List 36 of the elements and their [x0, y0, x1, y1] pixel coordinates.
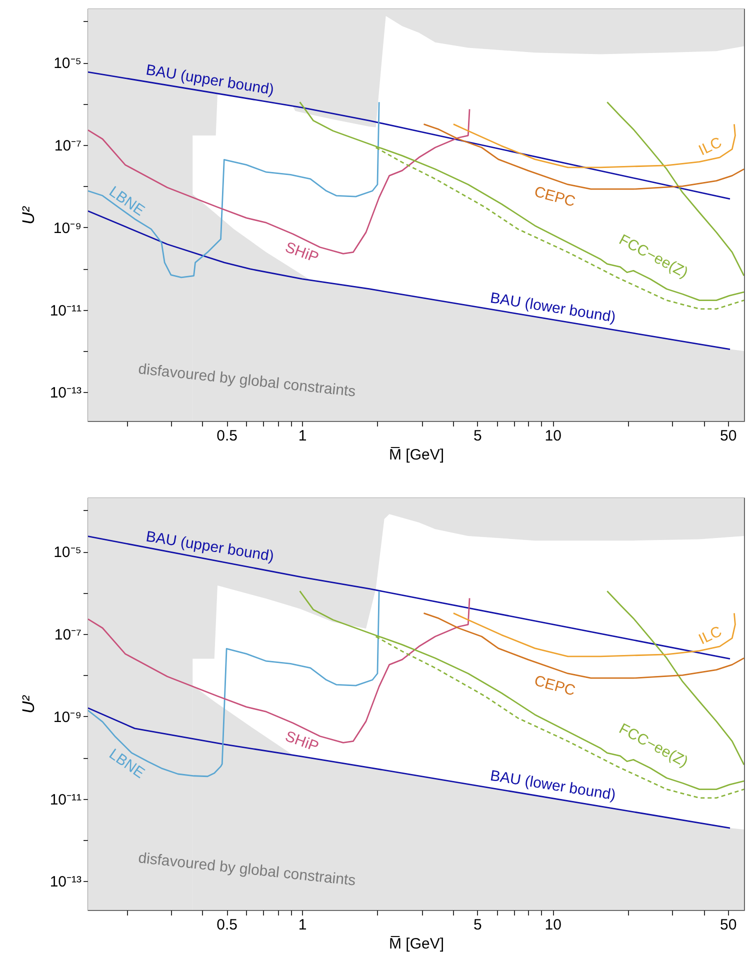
x-axis-title: M̅ [GeV]	[388, 446, 444, 464]
y-tick-label: 10⁻¹³	[50, 874, 82, 891]
y-axis-title: U²	[18, 205, 38, 224]
y-tick-label: 10⁻¹¹	[50, 302, 82, 320]
y-tick-label: 10⁻⁵	[54, 55, 82, 72]
x-tick-label: 5	[474, 916, 482, 934]
y-tick-label: 10⁻⁷	[54, 626, 82, 644]
x-tick-label: 0.5	[216, 916, 238, 934]
y-tick-label: 10⁻⁹	[53, 220, 82, 237]
x-tick-label: 50	[720, 428, 737, 444]
text: SHiP	[282, 728, 321, 756]
x-tick-label: 10	[544, 428, 562, 444]
text: SHiP	[282, 238, 321, 267]
y-tick-label: 10⁻¹³	[50, 384, 82, 402]
y-tick-label: 10⁻¹¹	[50, 791, 82, 808]
text: BAU (upper bound)	[144, 528, 276, 566]
x-tick-label: 50	[720, 916, 737, 934]
text: BAU (upper bound)	[144, 62, 276, 99]
text: BAU (lower bound)	[489, 767, 617, 804]
y-tick-label: 10⁻⁹	[53, 708, 82, 726]
annotation: disfavoured by global constraints	[137, 850, 356, 890]
text: CEPC	[532, 183, 578, 211]
annotation: disfavoured by global constraints	[137, 360, 356, 400]
text: BAU (lower bound)	[489, 289, 617, 326]
y-tick-label: 10⁻⁵	[54, 544, 82, 562]
x-tick-label: 1	[298, 916, 307, 934]
x-tick-label: 1	[298, 428, 307, 444]
y-axis-title: U²	[18, 694, 38, 714]
y-tick-label: 10⁻⁷	[54, 138, 82, 154]
x-axis-title: M̅ [GeV]	[388, 936, 444, 952]
x-tick-label: 10	[544, 916, 562, 934]
text: ILC	[696, 622, 725, 648]
x-tick-label: 5	[474, 428, 482, 444]
text: CEPC	[532, 672, 578, 700]
text: ILC	[696, 134, 725, 160]
x-tick-label: 0.5	[216, 428, 238, 444]
